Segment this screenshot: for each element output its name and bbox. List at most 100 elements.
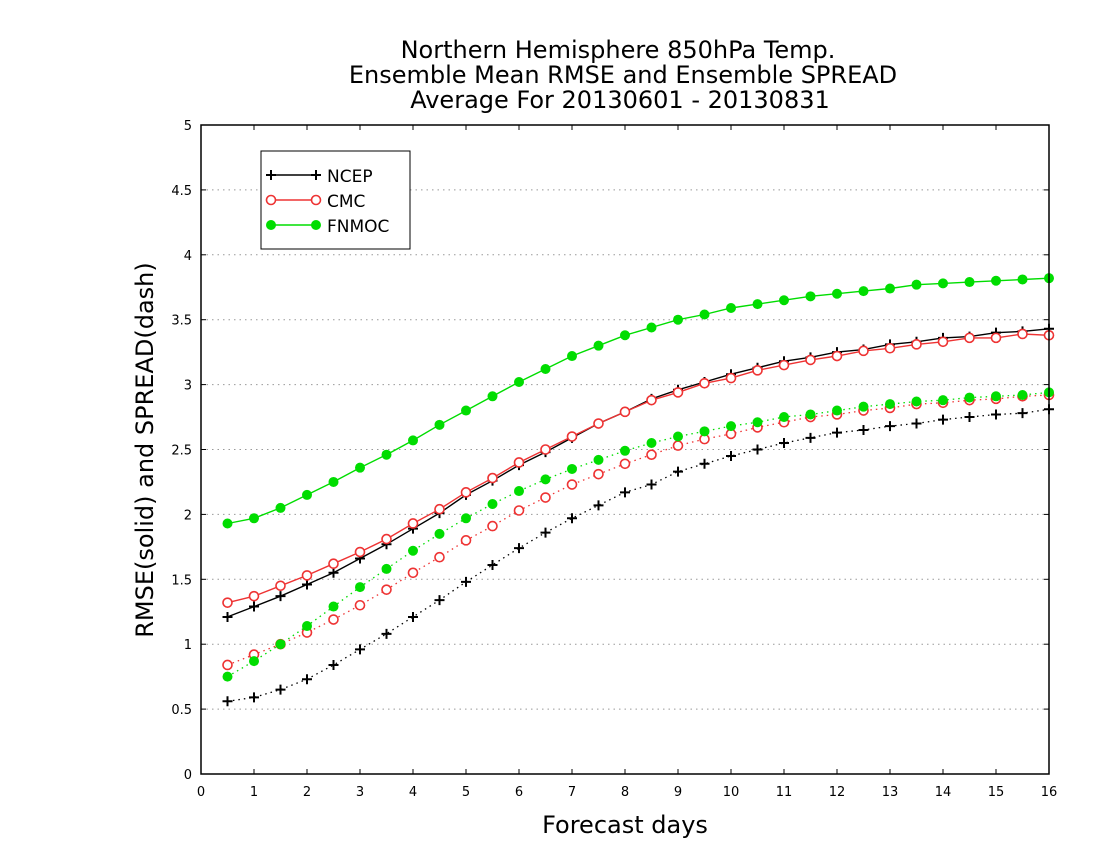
spread-point-ncep: [434, 595, 445, 606]
rmse-line-cmc: [227, 333, 1050, 604]
spread-point-ncep: [540, 527, 551, 538]
x-tick-label: 0: [197, 785, 205, 800]
y-tick-label: 5: [184, 119, 192, 134]
legend-marker-fnmoc: [266, 220, 276, 230]
spread-point-cmc: [566, 479, 578, 490]
x-tick-label: 9: [674, 785, 682, 800]
spread-point-fnmoc: [434, 528, 445, 539]
rmse-point-fnmoc: [991, 275, 1001, 286]
title-line-2: Ensemble Mean RMSE and Ensemble SPREAD: [349, 61, 897, 89]
spread-point-ncep: [222, 696, 233, 707]
rmse-point-ncep: [275, 591, 286, 602]
spread-point-fnmoc: [540, 474, 551, 485]
y-tick-label: 4: [184, 249, 192, 264]
y-tick-label: 4.5: [171, 184, 192, 199]
rmse-point-fnmoc: [805, 291, 816, 302]
rmse-point-fnmoc: [832, 288, 842, 299]
spread-point-ncep: [1017, 408, 1028, 419]
spread-point-cmc: [381, 584, 392, 595]
spread-point-fnmoc: [275, 639, 286, 650]
legend-marker-fnmoc: [311, 220, 321, 230]
spread-point-cmc: [646, 449, 657, 460]
title-line-3: Average For 20130601 - 20130831: [410, 86, 830, 114]
rmse-point-fnmoc: [461, 405, 471, 416]
y-tick-label: 3: [184, 379, 192, 394]
spread-point-cmc: [672, 440, 684, 451]
spread-point-cmc: [540, 492, 551, 503]
x-tick-label: 15: [988, 785, 1005, 800]
spread-point-ncep: [673, 466, 683, 477]
rmse-point-cmc: [407, 518, 419, 529]
rmse-point-fnmoc: [540, 364, 551, 375]
rmse-point-fnmoc: [355, 462, 365, 473]
spread-point-cmc: [222, 659, 233, 671]
spread-point-ncep: [275, 684, 286, 695]
rmse-point-cmc: [619, 406, 631, 418]
rmse-point-fnmoc: [328, 476, 339, 487]
spread-point-fnmoc: [938, 395, 948, 406]
legend-marker-ncep: [266, 170, 276, 180]
rmse-point-fnmoc: [779, 295, 789, 306]
spread-point-fnmoc: [699, 426, 710, 437]
y-tick-label: 1.5: [171, 573, 192, 588]
x-tick-label: 6: [515, 785, 523, 800]
rmse-point-cmc: [328, 558, 339, 570]
spread-point-cmc: [434, 551, 445, 563]
rmse-point-ncep: [249, 601, 259, 612]
rmse-point-cmc: [964, 332, 975, 344]
spread-point-cmc: [487, 520, 498, 532]
rmse-point-cmc: [937, 336, 949, 348]
spread-point-cmc: [354, 599, 366, 611]
spread-point-cmc: [328, 614, 339, 625]
rmse-point-fnmoc: [646, 322, 657, 333]
rmse-point-fnmoc: [249, 513, 259, 524]
x-tick-label: 5: [462, 785, 470, 800]
spread-point-fnmoc: [567, 463, 577, 474]
rmse-point-cmc: [540, 444, 551, 455]
title-line-1: Northern Hemisphere 850hPa Temp.: [401, 36, 836, 64]
spread-point-ncep: [911, 418, 922, 429]
legend-marker-cmc: [265, 194, 277, 206]
rmse-point-fnmoc: [726, 303, 736, 314]
legend-label-ncep: NCEP: [327, 167, 373, 187]
spread-point-ncep: [381, 628, 392, 639]
spread-point-fnmoc: [911, 396, 922, 407]
spread-point-ncep: [858, 425, 869, 436]
rmse-point-fnmoc: [1017, 274, 1028, 285]
rmse-point-cmc: [301, 570, 313, 581]
rmse-point-cmc: [752, 365, 763, 376]
spread-point-ncep: [646, 479, 657, 490]
rmse-point-cmc: [858, 345, 869, 357]
rmse-point-ncep: [302, 579, 312, 590]
spread-line-cmc: [227, 394, 1050, 666]
plot-frame: [200, 124, 1050, 775]
spread-point-fnmoc: [1017, 389, 1028, 400]
spread-point-fnmoc: [328, 601, 339, 612]
rmse-point-fnmoc: [381, 449, 392, 460]
axes: 00.511.522.533.544.550 1 2 3 4 5 6 7 8 9 10 11 12 13 1…: [171, 119, 1057, 800]
spread-point-fnmoc: [487, 499, 498, 510]
spread-point-fnmoc: [726, 421, 736, 432]
rmse-point-fnmoc: [434, 419, 445, 430]
x-tick-label: 10: [723, 785, 740, 800]
rmse-point-fnmoc: [911, 279, 922, 290]
rmse-point-cmc: [222, 597, 233, 608]
spread-point-fnmoc: [408, 545, 418, 556]
legend-label-cmc: CMC: [327, 192, 365, 212]
rmse-point-cmc: [805, 354, 816, 366]
y-tick-label: 2: [184, 508, 192, 523]
rmse-point-fnmoc: [752, 299, 763, 310]
spread-point-ncep: [805, 432, 816, 443]
spread-point-ncep: [938, 414, 948, 425]
rmse-point-fnmoc: [964, 277, 975, 288]
spread-point-ncep: [620, 487, 630, 498]
spread-point-ncep: [355, 644, 365, 655]
rmse-point-cmc: [513, 457, 525, 468]
legend-samples: [265, 170, 322, 230]
rmse-point-fnmoc: [567, 351, 577, 362]
spread-point-ncep: [567, 513, 577, 524]
rmse-point-cmc: [381, 533, 392, 545]
spread-point-ncep: [726, 450, 736, 461]
rmse-point-cmc: [487, 472, 498, 484]
